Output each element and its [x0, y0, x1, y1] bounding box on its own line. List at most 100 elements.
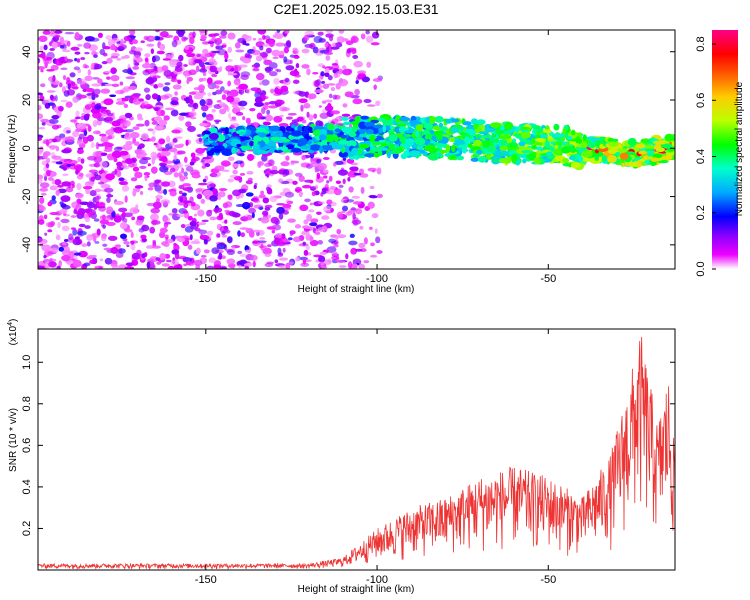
spectrogram-cell [139, 158, 149, 165]
spectrogram-cell [54, 95, 58, 102]
spectrogram-cell [312, 46, 319, 54]
spectrogram-cell [360, 115, 369, 120]
spectrogram-cell [339, 131, 344, 136]
spectrogram-cell [347, 177, 351, 182]
spectrogram-cell [132, 80, 136, 86]
spectrogram-cell [189, 161, 195, 166]
spectrogram-cell [436, 132, 443, 141]
spectrogram-cell [55, 217, 60, 220]
spectrogram-cell [159, 31, 169, 38]
spectrogram-cell [61, 181, 72, 187]
spectrogram-cell [247, 153, 254, 161]
spectrogram-cell [278, 122, 289, 127]
spectrogram-cell [132, 166, 140, 172]
spectrogram-cell [353, 60, 363, 68]
spectrogram-cell [202, 156, 212, 160]
spectrogram-cell [391, 149, 402, 155]
spectrogram-cell [365, 35, 374, 43]
spectrogram-cell [99, 219, 109, 225]
spectrogram-cell [134, 47, 143, 52]
spectrogram-cell [262, 210, 269, 216]
spectrogram-cell [60, 99, 68, 103]
spectrogram-cell [218, 252, 223, 260]
spectrogram-cell [371, 31, 380, 39]
spectrogram-cell [218, 191, 226, 198]
spectrogram-cell [388, 143, 396, 151]
spectrogram-cell [314, 89, 324, 94]
spectrogram-cell [292, 47, 298, 52]
spectrogram-cell [255, 72, 265, 81]
spectrogram-cell [141, 63, 152, 69]
spectrogram-cell [76, 122, 87, 130]
spectrogram-cell [196, 153, 204, 156]
spectrogram-cell [340, 134, 347, 139]
spectrogram-cell [64, 31, 75, 35]
spectrogram-cell [60, 203, 67, 208]
spectrogram-cell [93, 218, 100, 222]
y-tick-label: 1.0 [21, 355, 33, 370]
spectrogram-cell [158, 138, 166, 145]
spectrogram-cell [531, 145, 537, 150]
spectrogram-cell [106, 206, 114, 214]
spectrogram-cell [328, 175, 333, 182]
spectrogram-cell [302, 258, 307, 265]
spectrogram-cell [150, 48, 155, 54]
spectrogram-cell [301, 119, 307, 124]
spectrogram-cell [257, 30, 267, 35]
spectrogram-cell [218, 212, 223, 220]
spectrogram-cell [276, 206, 285, 215]
spectrogram-cell [309, 222, 318, 227]
spectrogram-cell [231, 146, 237, 155]
spectrogram-cell [219, 35, 227, 39]
spectrogram-cell [316, 172, 321, 180]
top-y-axis-label: Frequency (Hz) [7, 115, 18, 184]
spectrogram-cell [74, 192, 84, 199]
spectrogram-cell [190, 152, 196, 158]
spectrogram-cell [94, 188, 102, 192]
spectrogram-cell [319, 251, 328, 255]
spectrogram-cell [577, 132, 583, 138]
spectrogram-cell [96, 130, 101, 135]
spectrogram-cell [438, 122, 444, 128]
spectrogram-cell [242, 40, 247, 46]
spectrogram-cell [364, 153, 376, 158]
spectrogram-cell [378, 139, 386, 144]
spectrogram-cell [169, 59, 178, 65]
spectrogram-cell [280, 161, 290, 167]
spectrogram-cell [283, 42, 292, 49]
spectrogram-cell [40, 118, 50, 123]
spectrogram-cell [123, 212, 133, 218]
spectrogram-cell [151, 93, 159, 100]
x-tick-label: -100 [366, 574, 388, 586]
spectrogram-cell [146, 202, 155, 207]
spectrogram-cell [344, 91, 354, 98]
spectrogram-cell [215, 89, 223, 95]
spectrogram-cell [281, 107, 291, 112]
spectrogram-cell [143, 87, 151, 93]
spectrogram-cell [405, 133, 411, 138]
spectrogram-cell [63, 246, 70, 253]
spectrogram-cell [262, 247, 272, 255]
spectrogram-cell [226, 95, 235, 103]
spectrogram-cell [62, 48, 67, 51]
spectrogram-cell [110, 263, 118, 267]
spectrogram-cell [158, 119, 168, 126]
spectrogram-cell [267, 214, 271, 219]
spectrogram-cell [221, 94, 227, 100]
spectrogram-cell [338, 79, 349, 87]
spectrogram-cell [298, 190, 303, 198]
spectrogram-cell [124, 112, 133, 119]
spectrogram-cell [106, 196, 111, 203]
spectrogram-cell [100, 234, 107, 242]
spectrogram-cell [338, 30, 345, 34]
spectrogram-cell [265, 145, 277, 150]
spectrogram-cell [652, 153, 663, 159]
spectrogram-cell [490, 156, 501, 160]
spectrogram-cell [294, 68, 298, 76]
spectrogram-cell [522, 158, 527, 164]
spectrogram-cell [290, 160, 295, 166]
spectrogram-cell [151, 157, 155, 165]
spectrogram-cell [216, 242, 227, 250]
spectrogram-cell [319, 112, 329, 119]
spectrogram-cell [163, 115, 170, 121]
